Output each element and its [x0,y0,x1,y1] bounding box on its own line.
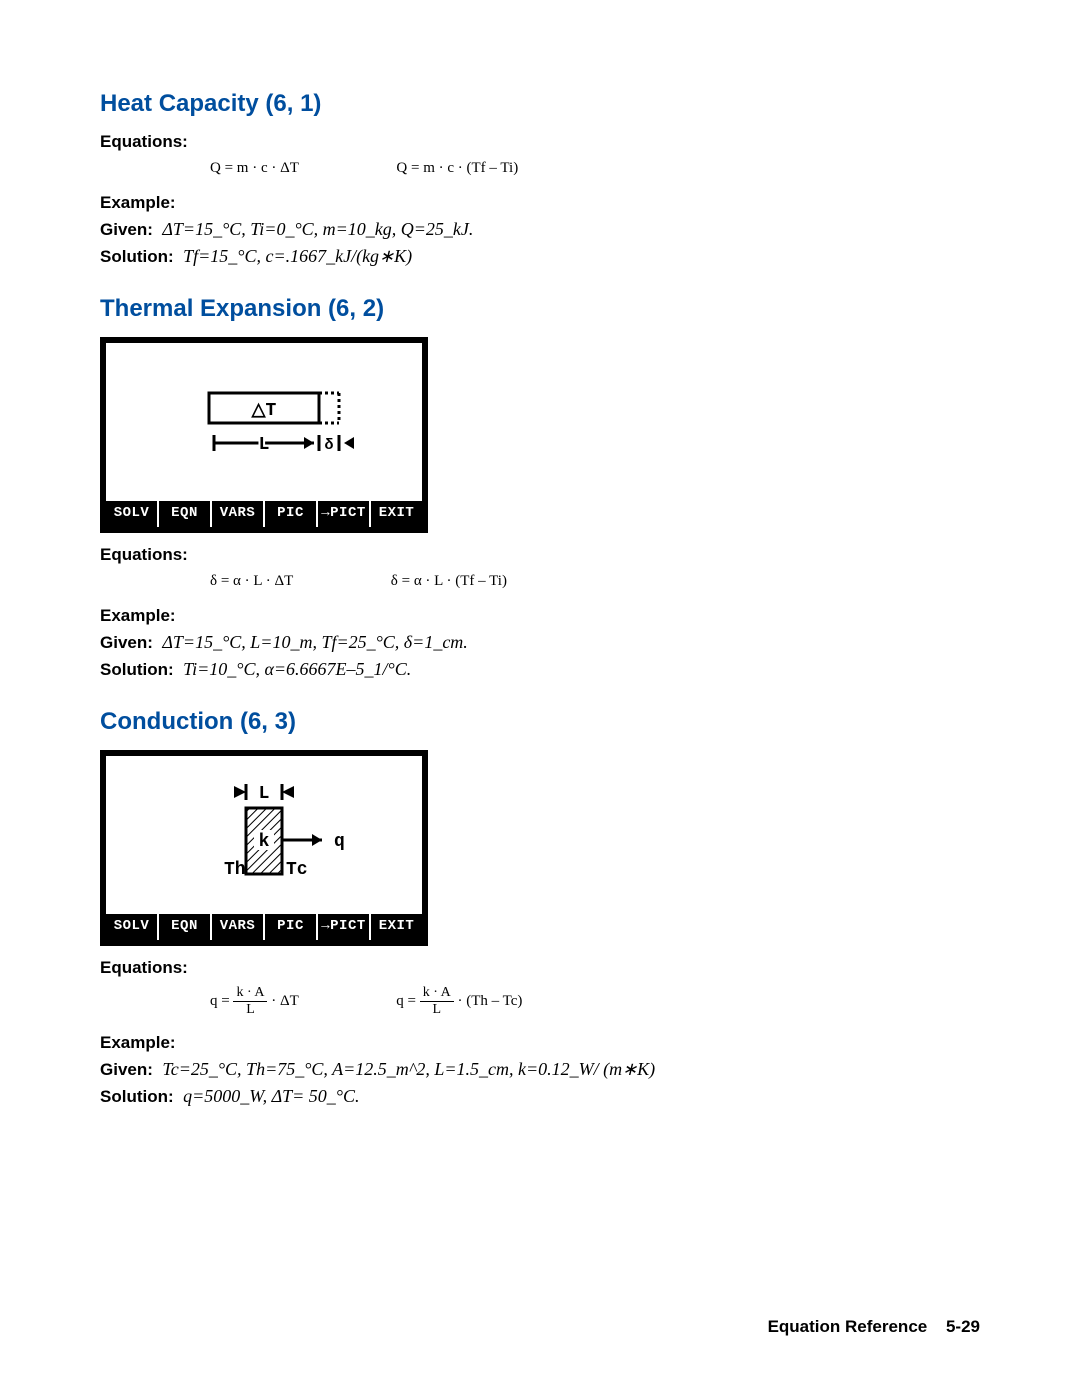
calculator-diagram-conduction: L q k Th Tc [106,756,422,914]
calculator-diagram-thermal: △T L δ [106,343,422,501]
solution-line: Solution: Ti=10_°C, α=6.6667E–5_1/°C. [100,659,980,680]
equations-label: Equations: [100,545,980,565]
menu-eqn[interactable]: EQN [159,914,212,940]
footer-page: 5-29 [946,1317,980,1336]
equation-row: Q = m · c · ΔT Q = m · c · (Tf – Ti) [210,160,980,177]
given-line: Given: ΔT=15_°C, L=10_m, Tf=25_°C, δ=1_c… [100,632,980,653]
solution-text: Ti=10_°C, α=6.6667E–5_1/°C. [183,659,411,679]
menu-exit[interactable]: EXIT [371,914,422,940]
menu-pic[interactable]: PIC [265,501,318,527]
menu-exit[interactable]: EXIT [371,501,422,527]
given-text: ΔT=15_°C, L=10_m, Tf=25_°C, δ=1_cm. [162,632,467,652]
section-conduction-title: Conduction (6, 3) [100,708,980,736]
document-page: Heat Capacity (6, 1) Equations: Q = m · … [0,0,1080,1397]
eq-pre: q = [210,993,233,1009]
fraction: k · AL [420,986,454,1017]
footer-title: Equation Reference [768,1317,928,1336]
menu-vars[interactable]: VARS [212,501,265,527]
fraction: k · AL [233,986,267,1017]
example-label: Example: [100,606,980,626]
calculator-menu: SOLV EQN VARS PIC →PICT EXIT [106,914,422,940]
equation-row: q = k · AL · ΔT q = k · AL · (Th – Tc) [210,986,980,1017]
page-footer: Equation Reference 5-29 [768,1317,980,1337]
solution-line: Solution: Tf=15_°C, c=.1667_kJ/(kg∗K) [100,246,980,267]
svg-text:k: k [259,832,270,852]
svg-text:L: L [259,784,270,804]
equation-row: δ = α · L · ΔT δ = α · L · (Tf – Ti) [210,573,980,590]
eq-post: · (Th – Tc) [454,993,523,1009]
equation-1: Q = m · c · ΔT [210,160,299,177]
calculator-menu: SOLV EQN VARS PIC →PICT EXIT [106,501,422,527]
section-thermal-expansion-title: Thermal Expansion (6, 2) [100,295,980,323]
svg-text:q: q [334,832,345,852]
calculator-screen-conduction: L q k Th Tc SOLV EQN VARS PIC →PICT EXIT [100,750,428,946]
svg-text:L: L [259,435,270,455]
numerator: k · A [233,986,267,1002]
solution-text: q=5000_W, ΔT= 50_°C. [183,1086,359,1106]
given-text: ΔT=15_°C, Ti=0_°C, m=10_kg, Q=25_kJ. [162,219,473,239]
equation-2: Q = m · c · (Tf – Ti) [396,160,518,177]
menu-topict[interactable]: →PICT [318,501,371,527]
equation-2: δ = α · L · (Tf – Ti) [391,573,507,590]
menu-eqn[interactable]: EQN [159,501,212,527]
denominator: L [233,1002,267,1017]
svg-text:δ: δ [324,437,333,454]
solution-line: Solution: q=5000_W, ΔT= 50_°C. [100,1086,980,1107]
numerator: k · A [420,986,454,1002]
svg-text:Tc: Tc [286,860,308,880]
denominator: L [420,1002,454,1017]
menu-pic[interactable]: PIC [265,914,318,940]
equations-label: Equations: [100,132,980,152]
menu-solv[interactable]: SOLV [106,501,159,527]
calculator-screen-thermal: △T L δ SOLV EQN VARS PIC →PICT EXIT [100,337,428,533]
menu-solv[interactable]: SOLV [106,914,159,940]
equations-label: Equations: [100,958,980,978]
given-text: Tc=25_°C, Th=75_°C, A=12.5_m^2, L=1.5_cm… [162,1059,655,1079]
given-line: Given: ΔT=15_°C, Ti=0_°C, m=10_kg, Q=25_… [100,219,980,240]
eq-post: · ΔT [267,993,298,1009]
equation-1: δ = α · L · ΔT [210,573,293,590]
example-label: Example: [100,1033,980,1053]
svg-text:△T: △T [251,401,277,421]
equation-1: q = k · AL · ΔT [210,986,299,1017]
svg-text:Th: Th [224,860,246,880]
menu-topict[interactable]: →PICT [318,914,371,940]
menu-vars[interactable]: VARS [212,914,265,940]
eq-pre: q = [396,993,419,1009]
section-heat-capacity-title: Heat Capacity (6, 1) [100,90,980,118]
example-label: Example: [100,193,980,213]
given-line: Given: Tc=25_°C, Th=75_°C, A=12.5_m^2, L… [100,1059,980,1080]
solution-text: Tf=15_°C, c=.1667_kJ/(kg∗K) [183,246,412,266]
equation-2: q = k · AL · (Th – Tc) [396,986,522,1017]
